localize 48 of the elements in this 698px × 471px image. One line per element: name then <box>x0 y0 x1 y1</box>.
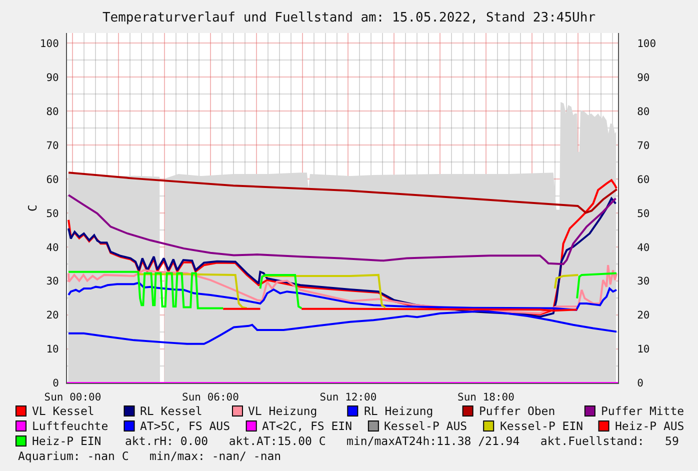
legend-label: Heiz-P EIN <box>32 434 102 448</box>
y2-tick-label: 30 <box>637 276 650 288</box>
y-tick-label: 40 <box>46 242 59 254</box>
legend-label: Luftfeuchte <box>32 419 108 433</box>
y-tick-label: 20 <box>46 310 59 322</box>
y2-tick-label: 0 <box>637 378 644 390</box>
y-tick-label: 70 <box>46 140 59 152</box>
y2-tick-label: 50 <box>637 208 650 220</box>
legend-label: Puffer Mitte <box>601 404 684 418</box>
x-tick-label: Sun 00:00 <box>44 392 102 404</box>
y-tick-label: 60 <box>46 174 59 186</box>
line-series <box>68 194 617 266</box>
x-tick-label: Sun 18:00 <box>458 392 514 404</box>
y2-tick-label: 60 <box>637 174 650 186</box>
legend-label: Kessel-P EIN <box>500 419 584 433</box>
legend-label: Kessel-P AUS <box>384 419 468 433</box>
x-tick-label: Sun 12:00 <box>320 392 377 404</box>
text: akt.rH: 0.00 akt.AT:15.00 C min/maxAT24h:11.38 /21.94 akt.Fuellstand: 59 <box>125 434 679 448</box>
y-tick-label: 90 <box>46 72 59 84</box>
line-series <box>68 172 618 214</box>
y2-tick-label: 70 <box>637 140 650 152</box>
legend-label: VL Kessel <box>32 404 94 418</box>
legend-label: Heiz-P AUS <box>615 419 684 433</box>
y-tick-label: 10 <box>46 344 59 356</box>
legend-label: AT<2C, FS EIN <box>262 419 352 433</box>
y-tick-label: 30 <box>46 276 59 288</box>
y2-tick-label: 20 <box>637 310 650 322</box>
y2-tick-label: 80 <box>637 106 650 118</box>
y-axis-title: C <box>25 204 40 212</box>
x-tick-label: Sun 06:00 <box>182 392 239 404</box>
y2-tick-label: 40 <box>637 242 650 254</box>
y2-tick-label: 100 <box>637 38 656 50</box>
chart-title: Temperaturverlauf und Fuellstand am: 15.05.2022, Stand 23:45Uhr <box>102 10 596 26</box>
legend-label: RL Kessel <box>140 404 202 418</box>
text: Aquarium: -nan C min/max: -nan/ -nan <box>18 449 282 463</box>
legend-label: VL Heizung <box>248 404 318 418</box>
legend-label: Puffer Oben <box>479 404 556 418</box>
line-series <box>68 264 618 314</box>
y2-tick-label: 90 <box>637 72 650 84</box>
y2-tick-label: 10 <box>637 344 650 356</box>
y-tick-label: 100 <box>40 38 59 50</box>
y-tick-label: 80 <box>46 106 59 118</box>
y-tick-label: 50 <box>46 208 59 220</box>
line-series <box>68 310 618 345</box>
y-tick-label: 0 <box>52 378 59 390</box>
line-series <box>68 282 618 311</box>
legend-label: RL Heizung <box>364 404 434 418</box>
legend-label: AT>5C, FS AUS <box>140 419 230 433</box>
